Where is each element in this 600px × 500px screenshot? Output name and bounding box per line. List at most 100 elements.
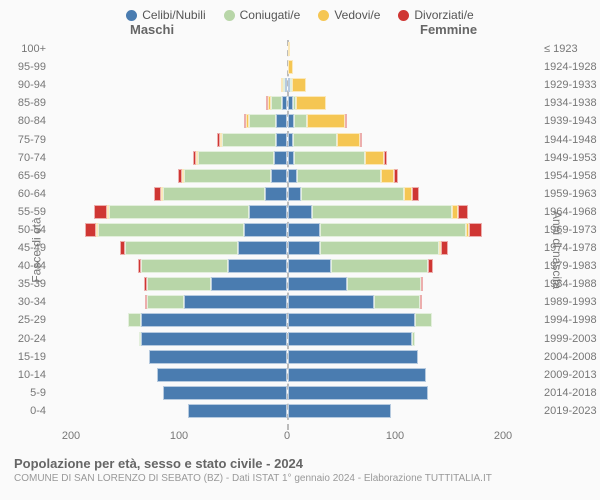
population-pyramid-chart: Celibi/NubiliConiugati/eVedovi/eDivorzia…	[0, 0, 600, 500]
birth-year-label: 1989-1993	[544, 296, 600, 308]
bar-segment	[128, 313, 141, 327]
pyramid-row: 15-192004-2008	[20, 348, 580, 366]
legend-item: Vedovi/e	[318, 8, 380, 22]
bar-segment	[296, 96, 326, 110]
age-label: 15-19	[2, 351, 46, 363]
pyramid-row: 35-391984-1988	[20, 275, 580, 293]
bar-segment	[285, 78, 287, 92]
bar-male	[120, 241, 287, 255]
pyramid-row: 95-991924-1928	[20, 58, 580, 76]
bar-female	[288, 404, 391, 418]
birth-year-label: 1944-1948	[544, 134, 600, 146]
gender-headers: Maschi Femmine	[0, 22, 600, 40]
age-label: 30-34	[2, 296, 46, 308]
birth-year-label: 1954-1958	[544, 170, 600, 182]
bar-segment	[320, 223, 466, 237]
bar-female	[288, 295, 422, 309]
bar-segment	[288, 205, 312, 219]
header-male: Maschi	[130, 22, 174, 37]
bar-segment	[188, 404, 287, 418]
bar-segment	[458, 205, 469, 219]
bar-female	[288, 259, 433, 273]
bar-segment	[412, 187, 418, 201]
bar-segment	[288, 295, 374, 309]
bar-segment	[288, 386, 428, 400]
bar-female	[288, 42, 290, 56]
pyramid-row: 90-941929-1933	[20, 76, 580, 94]
bar-segment	[288, 42, 290, 56]
birth-year-label: 1949-1953	[544, 152, 600, 164]
bar-segment	[141, 259, 227, 273]
birth-year-label: 1929-1933	[544, 79, 600, 91]
bar-male	[149, 350, 287, 364]
bar-female	[288, 368, 426, 382]
bar-female	[288, 169, 398, 183]
birth-year-label: 1969-1973	[544, 224, 600, 236]
bar-female	[288, 350, 418, 364]
pyramid-row: 75-791944-1948	[20, 130, 580, 148]
bar-segment	[394, 169, 398, 183]
x-tick: 0	[284, 430, 290, 442]
bar-segment	[365, 151, 384, 165]
bar-segment	[288, 332, 412, 346]
bar-segment	[211, 277, 287, 291]
pyramid-row: 65-691954-1958	[20, 167, 580, 185]
bar-segment	[297, 169, 381, 183]
age-label: 35-39	[2, 278, 46, 290]
birth-year-label: 1984-1988	[544, 278, 600, 290]
age-label: 50-54	[2, 224, 46, 236]
legend-swatch	[318, 10, 329, 21]
bar-female	[288, 187, 419, 201]
pyramid-row: 100+≤ 1923	[20, 40, 580, 58]
birth-year-label: 2014-2018	[544, 387, 600, 399]
pyramid-row: 55-591964-1968	[20, 203, 580, 221]
bar-segment	[276, 114, 287, 128]
bar-segment	[94, 205, 107, 219]
bar-segment	[288, 223, 320, 237]
bar-segment	[228, 259, 287, 273]
age-label: 55-59	[2, 206, 46, 218]
bar-segment	[337, 133, 361, 147]
bar-female	[288, 133, 362, 147]
bar-segment	[163, 187, 266, 201]
legend-label: Celibi/Nubili	[142, 8, 205, 22]
birth-year-label: 1939-1943	[544, 115, 600, 127]
bar-segment	[384, 151, 387, 165]
age-label: 90-94	[2, 79, 46, 91]
bar-segment	[294, 151, 364, 165]
bar-segment	[288, 187, 301, 201]
bar-female	[288, 313, 432, 327]
age-label: 70-74	[2, 152, 46, 164]
bar-segment	[274, 151, 287, 165]
legend-label: Coniugati/e	[240, 8, 301, 22]
birth-year-label: 1974-1978	[544, 242, 600, 254]
bar-male	[138, 259, 287, 273]
bar-female	[288, 151, 387, 165]
bar-segment	[271, 169, 287, 183]
bar-segment	[288, 241, 320, 255]
pyramid-row: 5-92014-2018	[20, 384, 580, 402]
bar-segment	[293, 133, 336, 147]
age-label: 0-4	[2, 405, 46, 417]
bar-male	[244, 114, 287, 128]
pyramid-row: 45-491974-1978	[20, 239, 580, 257]
bar-segment	[420, 295, 422, 309]
header-female: Femmine	[420, 22, 477, 37]
bar-segment	[288, 259, 331, 273]
x-axis: 2001000100200	[20, 430, 580, 452]
pyramid-row: 70-741949-1953	[20, 149, 580, 167]
birth-year-label: 2004-2008	[544, 351, 600, 363]
bar-segment	[374, 295, 419, 309]
age-label: 80-84	[2, 115, 46, 127]
birth-year-label: 1959-1963	[544, 188, 600, 200]
bar-segment	[307, 114, 345, 128]
bar-segment	[157, 368, 287, 382]
bar-segment	[271, 96, 282, 110]
pyramid-row: 20-241999-2003	[20, 330, 580, 348]
birth-year-label: 1964-1968	[544, 206, 600, 218]
bar-female	[288, 277, 423, 291]
legend-item: Celibi/Nubili	[126, 8, 205, 22]
bar-segment	[428, 259, 432, 273]
birth-year-label: 2009-2013	[544, 369, 600, 381]
bar-segment	[301, 187, 404, 201]
